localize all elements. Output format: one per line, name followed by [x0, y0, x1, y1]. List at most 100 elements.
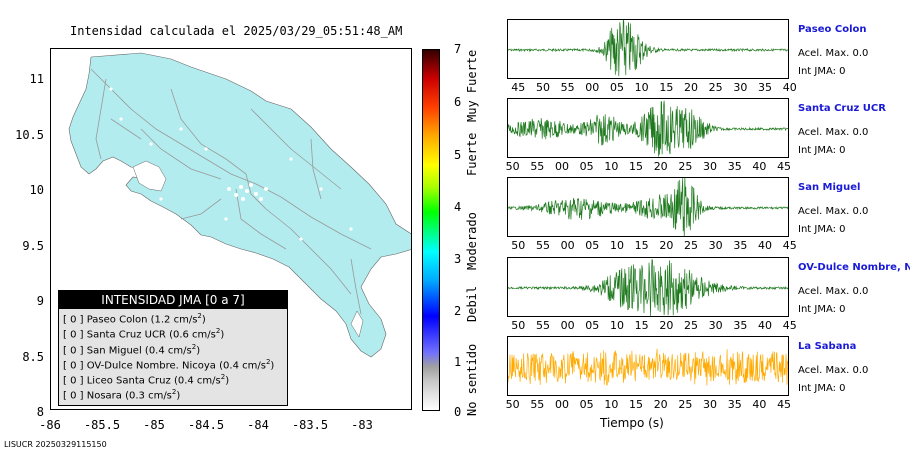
colorbar-tick: 4: [454, 200, 462, 214]
station-name: La Sabana: [798, 341, 857, 352]
colorbar-label: Fuerte: [465, 132, 479, 176]
map-xtick: -83.5: [291, 418, 329, 432]
seismogram-time-ticks: 45 50 55 00 05 10 15 20 25 30 35 40: [507, 81, 796, 94]
seismogram-trace-canvas: [508, 20, 788, 77]
time-tick-label: 35: [727, 398, 742, 411]
time-tick-label: 10: [604, 160, 619, 173]
time-tick-label: 35: [758, 81, 773, 94]
time-tick-label: 00: [560, 239, 575, 252]
time-tick-label: 10: [604, 398, 619, 411]
time-tick-label: 00: [554, 160, 569, 173]
station-name: OV-Dulce Nombre, Nicoya: [798, 262, 910, 273]
time-tick-label: 30: [708, 319, 723, 332]
golfo-dulce: [350, 310, 364, 338]
colorbar-tick: 2: [454, 304, 462, 318]
legend-level: [ 0 ]: [63, 360, 84, 372]
legend-value: (0.4 cm/s: [219, 360, 266, 372]
time-tick-label: 55: [530, 398, 545, 411]
time-tick-label: 05: [579, 160, 594, 173]
time-tick-label: 10: [634, 81, 649, 94]
colorbar-tick: 3: [454, 252, 462, 266]
legend-value-close: ): [270, 360, 275, 372]
map-canvas: [68, 52, 411, 358]
legend-value-close: ): [176, 390, 181, 402]
legend-value: (0.6 cm/s: [169, 329, 216, 341]
map-xtick: -84.5: [187, 418, 225, 432]
seismogram-trace: [508, 178, 788, 236]
seismogram-panel: [507, 336, 789, 396]
map-xtick: -86: [39, 418, 61, 432]
seismogram-panel: [507, 257, 789, 317]
seismogram-trace: [508, 348, 788, 386]
legend-unit-exponent: 2: [191, 342, 197, 351]
station-max-acceleration: Acel. Max. 0.0: [798, 365, 869, 376]
seismogram-trace-canvas: [508, 178, 788, 236]
time-tick-label: 35: [727, 160, 742, 173]
legend-value: (0.4 cm/s: [144, 344, 192, 356]
legend-row: [ 0 ] San Miguel (0.4 cm/s2): [59, 340, 287, 356]
seismogram-trace-canvas: [508, 100, 788, 157]
time-tick-label: 40: [752, 160, 767, 173]
legend-level: [ 0 ]: [63, 344, 84, 356]
time-tick-label: 35: [733, 239, 748, 252]
colorbar-tick: 6: [454, 95, 462, 109]
legend-row: [ 0 ] OV-Dulce Nombre. Nicoya (0.4 cm/s2…: [59, 355, 287, 372]
station-jma-intensity: Int JMA: 0: [798, 304, 846, 315]
seismogram-time-ticks: 50 55 00 05 10 15 20 25 30 35 40 45: [506, 160, 791, 173]
time-tick-label: 10: [609, 239, 624, 252]
time-tick-label: 20: [659, 239, 674, 252]
time-tick-label: 00: [554, 398, 569, 411]
time-tick-label: 55: [530, 160, 545, 173]
seismogram-trace: [508, 100, 788, 157]
time-tick-label: 30: [733, 81, 748, 94]
time-tick-label: 25: [708, 81, 723, 94]
legend-title: INTENSIDAD JMA [0 a 7]: [59, 291, 287, 309]
seismogram-trace-canvas: [508, 258, 788, 316]
legend-level: [ 0 ]: [63, 314, 84, 326]
time-tick-label: 40: [782, 81, 797, 94]
station-max-acceleration: Acel. Max. 0.0: [798, 48, 869, 59]
station-name: Santa Cruz UCR: [798, 103, 886, 114]
map-ytick: 9: [36, 294, 44, 308]
time-tick-label: 40: [752, 398, 767, 411]
legend-unit-exponent: 2: [171, 388, 177, 397]
map-xtick: -85: [143, 418, 165, 432]
seismogram-time-ticks: 50 55 00 05 10 15 20 25 30 35 40 45: [507, 239, 796, 252]
seismogram-time-ticks: 50 55 00 05 10 15 20 25 30 35 40 45: [507, 319, 796, 332]
road-network: [90, 68, 372, 315]
map-title: Intensidad calculada el 2025/03/29_05:51…: [70, 24, 403, 38]
time-tick-label: 20: [659, 319, 674, 332]
legend-station: Santa Cruz UCR: [86, 329, 166, 341]
map-ytick: 9.5: [22, 239, 44, 253]
time-tick-label: 15: [634, 239, 649, 252]
time-tick-label: 40: [758, 319, 773, 332]
colorbar-label: Moderado: [465, 212, 479, 270]
map-xtick: -84: [247, 418, 269, 432]
legend-value: (0.4 cm/s: [173, 375, 221, 387]
time-tick-label: 30: [703, 398, 718, 411]
legend-unit-exponent: 2: [197, 312, 202, 320]
station-jma-intensity: Int JMA: 0: [798, 224, 846, 235]
time-tick-label: 50: [511, 239, 526, 252]
legend-value: (1.2 cm/s: [150, 314, 198, 326]
time-tick-label: 20: [653, 160, 668, 173]
seismogram-panel: [507, 19, 789, 79]
seismogram-trace: [508, 20, 788, 77]
legend-value-close: ): [225, 375, 230, 387]
seismogram-time-ticks: 50 55 00 05 10 15 20 25 30 35 40 45: [506, 398, 791, 411]
time-tick-label: 30: [708, 239, 723, 252]
colorbar-label: Debil: [465, 285, 479, 322]
legend-level: [ 0 ]: [63, 390, 84, 402]
station-max-acceleration: Acel. Max. 0.0: [798, 206, 869, 217]
legend-station: Liceo Santa Cruz: [86, 375, 171, 387]
time-tick-label: 15: [634, 319, 649, 332]
legend-level: [ 0 ]: [63, 329, 84, 341]
time-tick-label: 45: [777, 160, 792, 173]
seismogram-panel: [507, 98, 789, 158]
station-max-acceleration: Acel. Max. 0.0: [798, 286, 869, 297]
map-ytick: 11: [29, 72, 44, 86]
map-ytick: 10.5: [15, 128, 44, 142]
time-tick-label: 00: [585, 81, 600, 94]
time-tick-label: 50: [535, 81, 550, 94]
colorbar-tick: 5: [454, 148, 462, 162]
